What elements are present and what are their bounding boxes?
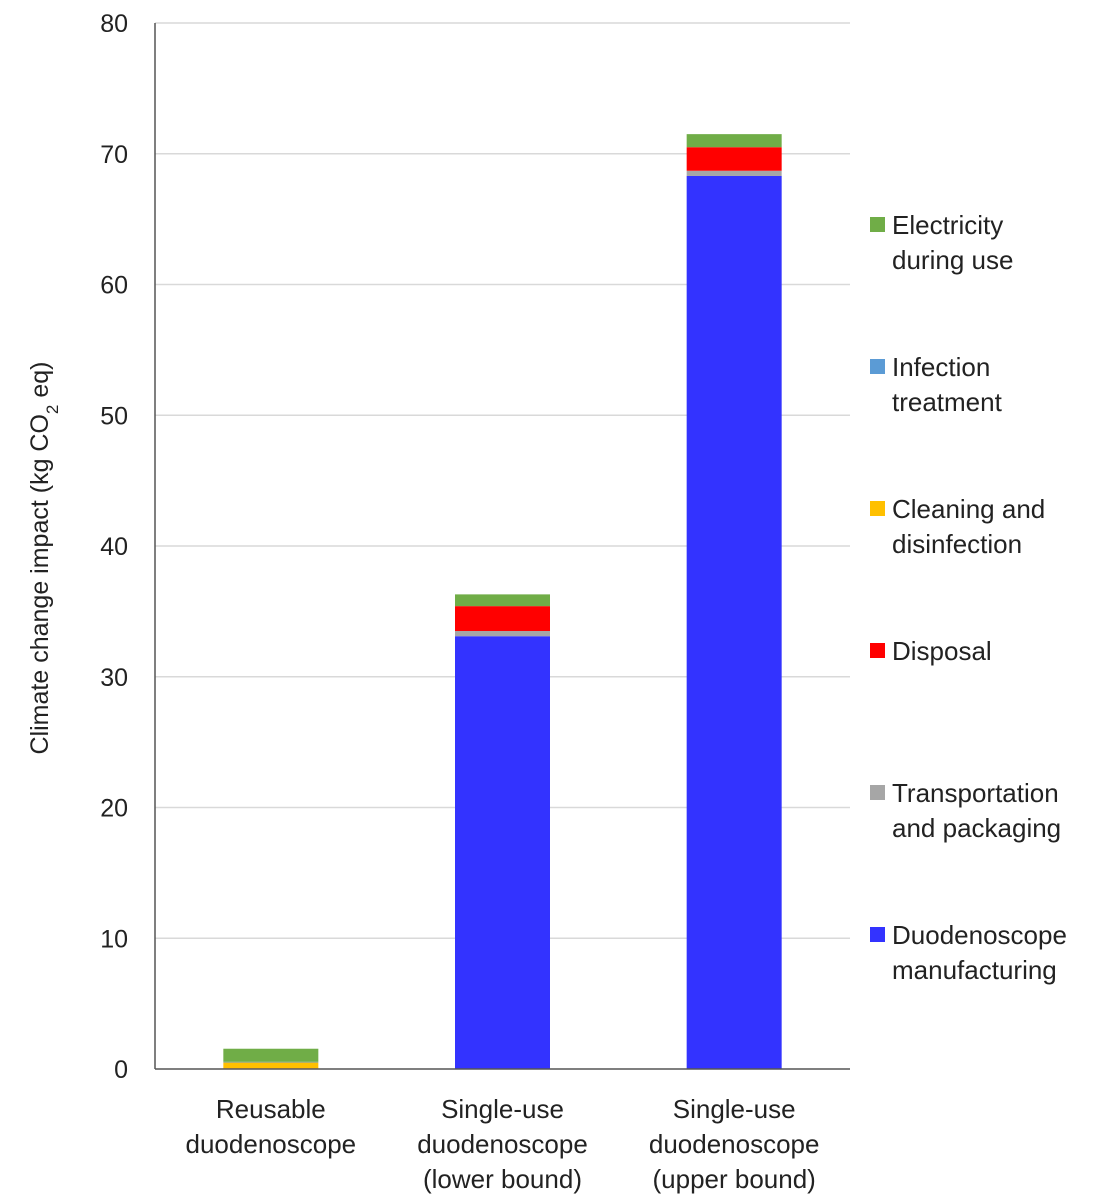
bar-segment [455,636,550,1069]
legend-label: Disposal [892,636,992,666]
legend-swatch [870,501,885,516]
bar-segment [687,134,782,147]
y-tick-label: 20 [100,795,128,823]
legend-label: Duodenoscope manufacturing [892,920,1067,985]
y-tick-label: 80 [100,10,128,38]
y-tick-label: 50 [100,402,128,430]
bars [223,134,781,1069]
bar-segment [223,1062,318,1068]
y-tick-label: 40 [100,533,128,561]
bar-segment [455,594,550,606]
legend-label: Cleaning and disinfection [892,494,1045,559]
legend-label: Infection treatment [892,352,1003,417]
y-axis-label: Climate change impact (kg CO2 eq) [26,362,62,755]
bar-segment [455,606,550,631]
y-tick-label: 60 [100,272,128,300]
x-category-label: Reusable duodenoscope [186,1094,357,1159]
bar-segment [223,1049,318,1062]
legend-swatch [870,359,885,374]
bar-segment [223,1062,318,1063]
legend-label: Transportation and packaging [892,778,1061,843]
bar-segment [687,171,782,176]
y-tick-labels: 0 10 20 30 40 50 60 70 80 [100,10,128,1084]
y-tick-label: 70 [100,141,128,169]
legend: Electricity during use Infection treatment C… [870,210,1067,985]
legend-swatch [870,643,885,658]
legend-swatch [870,217,885,232]
y-tick-label: 30 [100,664,128,692]
bar-segment [455,631,550,636]
x-category-label: Single-use duodenoscope (lower bound) [417,1094,588,1194]
y-tick-label: 0 [114,1056,128,1084]
legend-swatch [870,927,885,942]
legend-swatch [870,785,885,800]
x-category-label: Single-use duodenoscope (upper bound) [649,1094,820,1194]
y-tick-label: 10 [100,925,128,953]
legend-label: Electricity during use [892,210,1013,275]
category-labels: Reusable duodenoscope Single-use duodenosco… [186,1094,820,1194]
bar-segment [687,147,782,171]
bar-segment [687,176,782,1069]
